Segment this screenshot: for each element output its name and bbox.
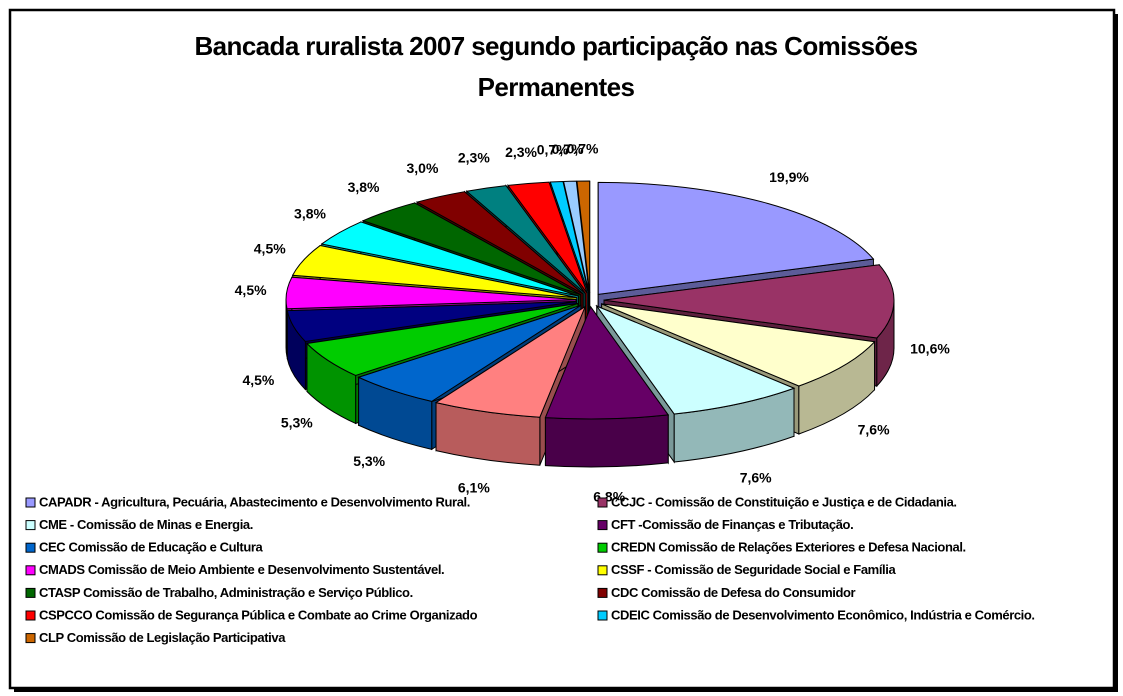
legend-swatch: [597, 520, 608, 531]
data-label: 4,5%: [235, 282, 267, 298]
legend-label: CAPADR - Agricultura, Pecuária, Abasteci…: [39, 494, 470, 509]
chart-title: Bancada ruralista 2007 segundo participa…: [195, 31, 919, 102]
slice-top: [320, 221, 579, 297]
slice-top: [595, 304, 796, 415]
legend-label: CMADS Comissão de Meio Ambiente e Desenv…: [39, 562, 444, 577]
slice-top: [562, 180, 590, 294]
legend-label: CREDN Comissão de Relações Exteriores e …: [611, 540, 966, 555]
legend-label: CCJC - Comissão de Constituição e Justiç…: [611, 494, 957, 509]
legend-swatch: [25, 497, 36, 508]
legend-label: CDC Comissão de Defesa do Consumidor: [611, 585, 856, 600]
legend-label: CTASP Comissão de Trabalho, Administraçã…: [39, 585, 413, 600]
legend-label: CSPCCO Comissão de Segurança Pública e C…: [39, 607, 478, 622]
legend-swatch: [25, 542, 36, 553]
legend-swatch: [597, 497, 608, 508]
slice-top: [603, 264, 895, 339]
svg-text:Bancada ruralista 2007 segundo: Bancada ruralista 2007 segundo participa…: [195, 31, 918, 102]
data-label: 0,7%: [537, 142, 569, 158]
legend-swatch: [25, 587, 36, 598]
legend-swatch: [597, 542, 608, 553]
legend-swatch: [25, 610, 36, 621]
data-label: 6,1%: [458, 480, 490, 496]
data-label: 0,7%: [567, 141, 599, 157]
data-label: 3,8%: [294, 206, 326, 222]
slice: [595, 304, 796, 464]
slice-top: [601, 303, 876, 387]
slice-side: [544, 414, 669, 468]
legend-swatch: [25, 565, 36, 576]
slice-top: [576, 180, 591, 294]
slice-top: [415, 191, 584, 295]
slice-top: [361, 202, 581, 296]
data-label: 19,9%: [769, 169, 809, 185]
legend-label: CEC Comissão de Educação e Cultura: [39, 540, 264, 555]
slice-top: [286, 301, 577, 342]
data-label: 7,6%: [740, 470, 772, 486]
slice-top: [549, 180, 589, 294]
legend-swatch: [597, 587, 608, 598]
legend-swatch: [25, 633, 36, 644]
slice-top: [465, 185, 586, 294]
legend-label: CSSF - Comissão de Seguridade Social e F…: [611, 562, 896, 577]
slice: [434, 305, 587, 466]
slice: [544, 305, 670, 468]
legend-swatch: [25, 520, 36, 531]
data-label: 5,3%: [281, 415, 313, 431]
data-label: 10,6%: [910, 341, 950, 357]
data-label: 2,3%: [458, 150, 490, 166]
slice-top: [544, 305, 670, 420]
slice-top: [305, 303, 579, 377]
data-label: 2,3%: [505, 144, 537, 160]
data-label: 4,5%: [242, 372, 274, 388]
data-label: 3,8%: [348, 179, 380, 195]
legend-label: CFT -Comissão de Finanças e Tributação.: [611, 517, 853, 532]
slice-top: [507, 181, 588, 294]
data-label: 3,0%: [407, 160, 439, 176]
data-label: 7,6%: [858, 421, 890, 437]
legend-label: CLP Comissão de Legislação Participativa: [39, 630, 286, 645]
legend-swatch: [597, 610, 608, 621]
data-label: 4,5%: [254, 240, 286, 256]
slice-top: [597, 181, 875, 295]
slice-top: [434, 305, 587, 418]
data-label: 0,7%: [552, 141, 584, 157]
data-label: 5,3%: [353, 453, 385, 469]
legend-label: CDEIC Comissão de Desenvolvimento Econôm…: [611, 607, 1035, 622]
slice-top: [285, 276, 577, 310]
pie: [285, 180, 895, 468]
legend-label: CME - Comissão de Minas e Energia.: [39, 517, 253, 532]
slice-top: [291, 245, 577, 299]
legend-swatch: [597, 565, 608, 576]
slice-top: [357, 304, 582, 402]
